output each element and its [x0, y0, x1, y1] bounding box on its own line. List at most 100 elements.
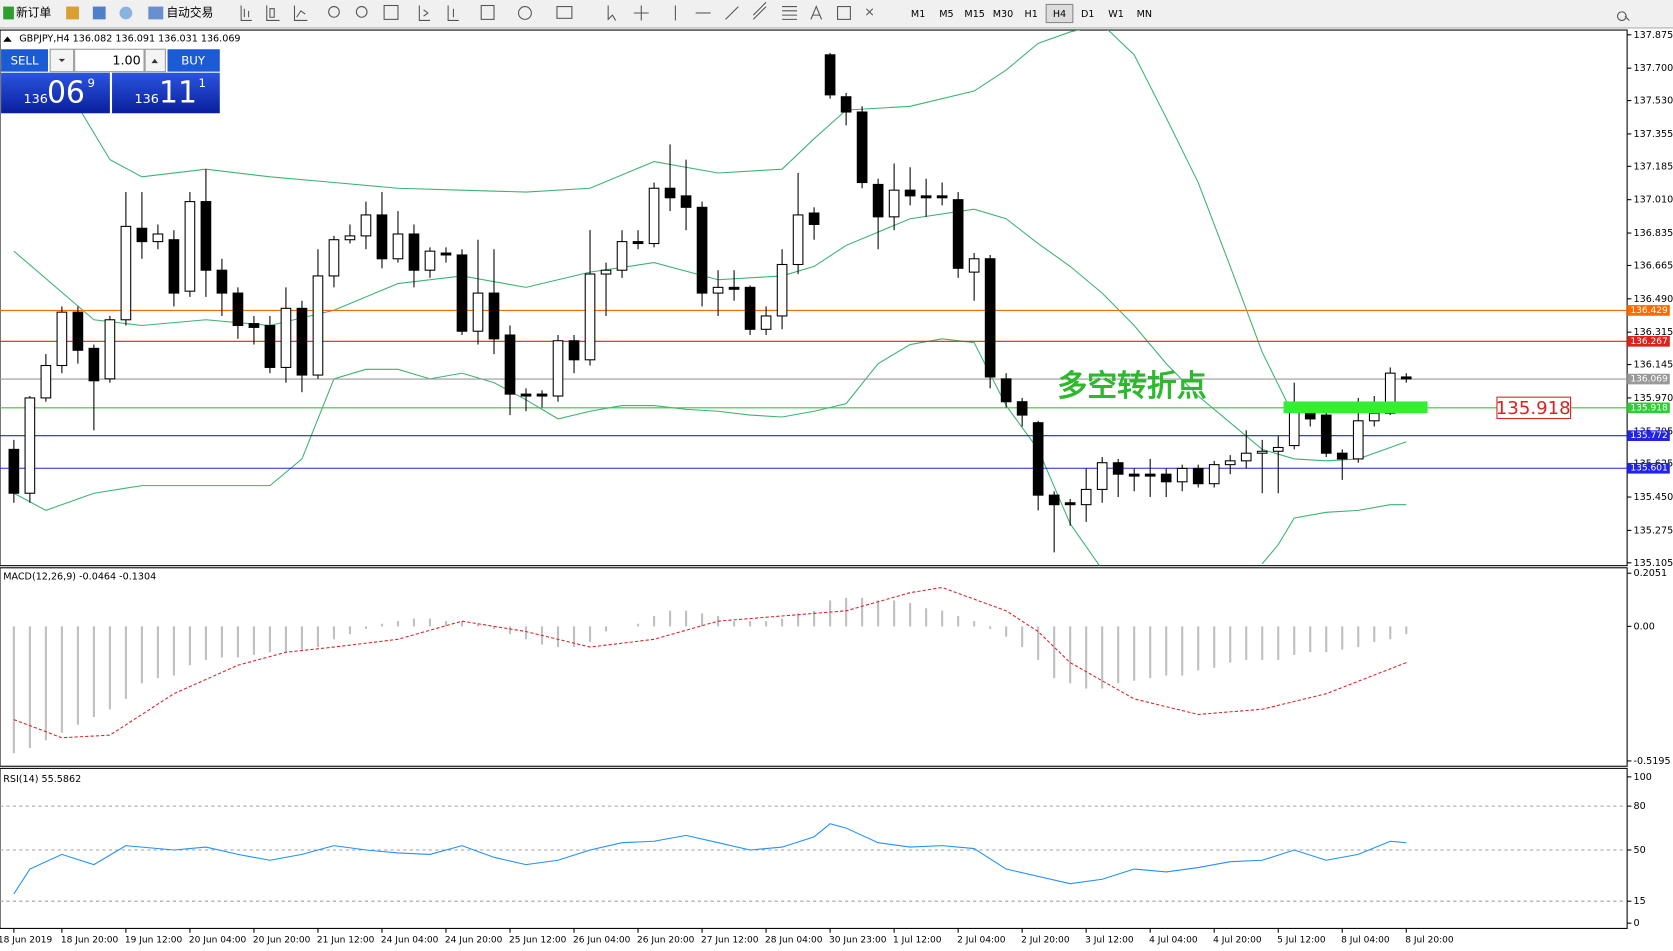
candle-body [104, 319, 116, 380]
candle-body [120, 225, 132, 321]
x-tick-label: 3 Jul 12:00 [1085, 936, 1134, 946]
fibo-icon[interactable] [782, 6, 798, 20]
bid-price-box[interactable] [1, 72, 110, 114]
bar-chart-icon[interactable] [240, 5, 252, 21]
candle-body [1192, 467, 1204, 485]
y-tick-label: 137.185 [1634, 161, 1673, 172]
candle-body [168, 239, 180, 294]
candle-body [40, 364, 52, 399]
new-order-button[interactable]: 新订单 [16, 5, 51, 19]
x-tick-label: 8 Jul 04:00 [1341, 936, 1390, 946]
line-chart-icon[interactable] [293, 5, 308, 21]
timeframe-button[interactable]: M1 [911, 9, 925, 20]
y-tick-label: -0.5195 [1634, 756, 1671, 767]
bid-pips: 06 [47, 76, 85, 111]
x-tick-label: 21 Jun 12:00 [317, 936, 375, 946]
tool-icon[interactable] [119, 6, 133, 20]
candle-icon[interactable] [266, 5, 280, 21]
timeframe-button[interactable]: H1 [1025, 9, 1038, 20]
candle-body [1080, 488, 1092, 506]
timeframe-button[interactable]: M5 [939, 9, 953, 20]
timeframe-button[interactable]: M15 [964, 9, 985, 20]
active-timeframe[interactable] [1045, 3, 1074, 24]
trendline-icon[interactable] [725, 6, 739, 20]
timeframe-button[interactable]: M30 [993, 9, 1014, 20]
volume-input[interactable] [74, 48, 145, 73]
price-tag [1627, 335, 1670, 347]
crosshair-icon[interactable] [633, 5, 649, 21]
axes: 137.875 137.700 137.530 137.355 137.185 137.0… [0, 30, 1673, 946]
volume-value[interactable]: 1.00 [112, 53, 141, 68]
candle-body [1368, 412, 1380, 422]
sell-label[interactable]: SELL [11, 53, 39, 67]
y-tick-label: 135.105 [1634, 558, 1673, 569]
arrow-icon[interactable] [865, 8, 874, 16]
price-tag-label: 135.918 [1630, 403, 1668, 413]
candle-body [584, 273, 596, 361]
scroll-icon[interactable] [418, 5, 430, 21]
timeframe-button[interactable]: MN [1137, 9, 1152, 20]
shift-icon[interactable] [447, 5, 459, 21]
search-icon[interactable] [1617, 11, 1630, 21]
tool-icons [240, 1, 1630, 21]
y-tick-label: 136.315 [1634, 327, 1673, 338]
candle-body [792, 214, 804, 266]
candle-body [968, 258, 980, 273]
timeframe-button[interactable]: D1 [1081, 9, 1095, 20]
ask-price-box[interactable] [112, 72, 220, 114]
candle-body [376, 214, 388, 260]
y-tick-label: 135.970 [1634, 393, 1673, 404]
y-tick-label: 0.00 [1634, 621, 1655, 632]
price-tag [1627, 373, 1670, 385]
buy-button[interactable] [167, 49, 220, 72]
symbol-title: GBPJPY,H4 136.082 136.091 136.031 136.06… [19, 34, 240, 45]
x-tick-label: 27 Jun 12:00 [701, 936, 759, 946]
text-icon[interactable] [810, 5, 823, 20]
sell-button[interactable] [1, 49, 49, 72]
candle-body [728, 286, 740, 290]
candle-body [696, 206, 708, 294]
candle-body [1240, 452, 1252, 462]
macd-title: MACD(12,26,9) -0.0464 -0.1304 [3, 571, 156, 582]
rsi-plot [0, 805, 1628, 902]
x-tick-label: 4 Jul 20:00 [1213, 936, 1262, 946]
zoom-in-icon[interactable] [328, 6, 340, 18]
auto-trading-button[interactable]: 自动交易 [166, 5, 213, 19]
candle-body [760, 315, 772, 330]
auto-trading-icon[interactable] [148, 6, 164, 20]
indicator-icon[interactable] [480, 4, 495, 20]
x-tick-label: 25 Jun 12:00 [509, 936, 567, 946]
zoom-out-icon[interactable] [355, 6, 368, 18]
candle-body [344, 235, 356, 241]
buy-label[interactable]: BUY [181, 53, 206, 67]
label-icon[interactable] [837, 6, 851, 20]
candle-body [264, 324, 276, 368]
timeframe-button[interactable]: W1 [1108, 9, 1124, 20]
x-tick-label: 2 Jul 20:00 [1021, 936, 1070, 946]
candle-body [1048, 494, 1060, 506]
tool-icon[interactable] [66, 6, 79, 20]
collapse-icon[interactable] [3, 36, 12, 42]
cursor-icon[interactable] [607, 5, 617, 21]
candle-body [568, 340, 580, 361]
candle-body [296, 307, 308, 376]
candle-body [408, 233, 420, 271]
tile-icon[interactable] [383, 4, 399, 20]
macd-signal [13, 586, 1407, 739]
bollinger-band [13, 338, 1407, 566]
up-arrow [151, 58, 158, 64]
candle-body [504, 334, 516, 395]
bollinger-band [13, 208, 1407, 462]
ask-big: 136 [134, 92, 158, 107]
candle-body [88, 347, 100, 382]
channel-icon[interactable] [752, 1, 767, 20]
template-icon[interactable] [556, 6, 573, 19]
timeframe-button[interactable]: H4 [1053, 9, 1066, 20]
y-tick-label: 135.275 [1634, 525, 1673, 536]
period-icon[interactable] [518, 6, 532, 20]
new-order-icon[interactable] [3, 6, 14, 20]
tool-icon[interactable] [92, 6, 106, 20]
price-tag-label: 135.772 [1630, 431, 1667, 441]
candle-body [1144, 473, 1156, 477]
